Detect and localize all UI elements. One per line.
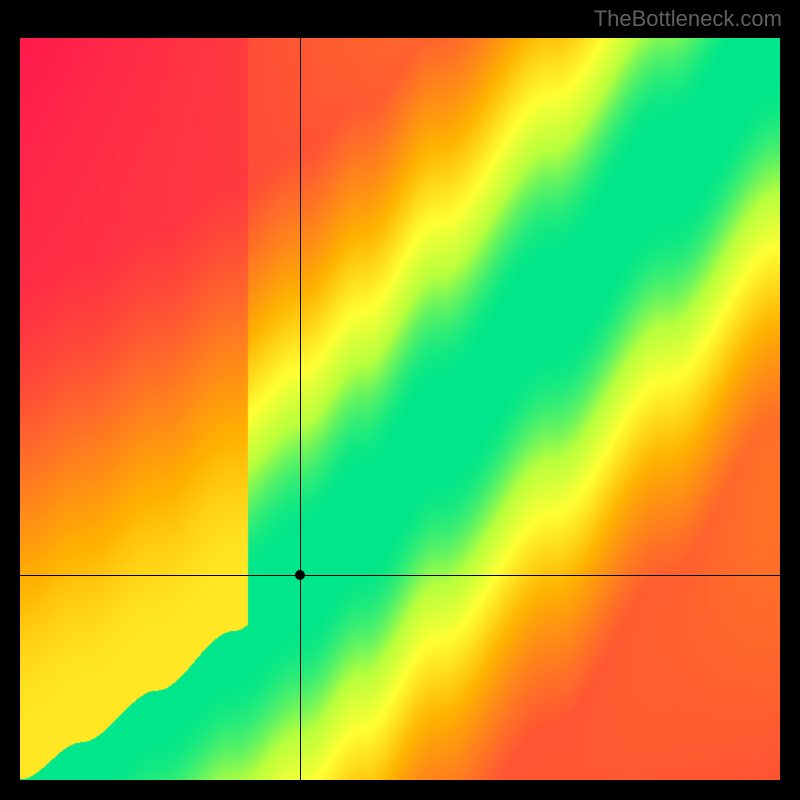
watermark-text: TheBottleneck.com — [594, 6, 782, 32]
heatmap-plot — [20, 38, 780, 780]
crosshair-horizontal — [20, 575, 780, 576]
crosshair-vertical — [300, 38, 301, 780]
heatmap-canvas — [20, 38, 780, 780]
crosshair-marker-dot — [295, 570, 305, 580]
